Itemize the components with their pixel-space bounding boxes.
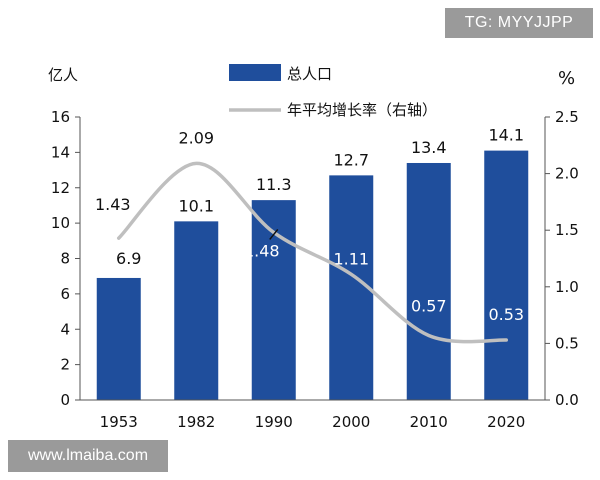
line-value-label: 0.53 <box>488 305 524 324</box>
line-value-label: 1.11 <box>333 249 369 268</box>
x-tick-label: 1982 <box>177 413 215 431</box>
legend-swatch-population <box>229 64 281 81</box>
y-right-tick-label: 2.0 <box>555 165 579 183</box>
y-right-tick-label: 2.5 <box>555 108 579 126</box>
x-tick-label: 2020 <box>487 413 525 431</box>
bar-value-label: 13.4 <box>411 138 447 157</box>
y-left-tick-label: 4 <box>60 320 70 338</box>
y-right-tick-label: 0.0 <box>555 391 579 409</box>
y-right-tick-label: 0.5 <box>555 334 579 352</box>
line-label-leader <box>269 228 279 240</box>
y-left-tick-label: 8 <box>60 250 70 268</box>
growth-rate-line <box>117 161 508 344</box>
watermark-top: TG: MYYJJPP <box>445 8 593 38</box>
bar-1982 <box>174 221 219 400</box>
line-value-label: 1.48 <box>244 241 280 260</box>
y-right-unit: % <box>558 68 575 89</box>
watermark-bottom: www.lmaiba.com <box>8 440 168 472</box>
x-tick-label: 1953 <box>100 413 138 431</box>
legend-label-population: 总人口 <box>287 65 332 83</box>
bar-value-label: 12.7 <box>333 150 369 169</box>
bar-1990 <box>251 200 296 400</box>
bar-2010 <box>406 162 451 400</box>
y-right-tick-label: 1.0 <box>555 278 579 296</box>
bar-value-label: 6.9 <box>116 249 141 268</box>
y-left-tick-label: 0 <box>60 391 70 409</box>
bar-value-label: 11.3 <box>256 175 292 194</box>
bar-value-label: 14.1 <box>488 126 524 145</box>
y-left-tick-label: 2 <box>60 356 70 374</box>
bar-value-label: 10.1 <box>178 196 214 215</box>
bar-1953 <box>96 277 141 400</box>
y-left-tick-label: 12 <box>51 179 70 197</box>
line-value-label: 2.09 <box>178 128 214 147</box>
y-left-tick-label: 14 <box>51 143 70 161</box>
y-left-tick-label: 6 <box>60 285 70 303</box>
bar-2020 <box>484 150 529 400</box>
x-tick-label: 1990 <box>255 413 293 431</box>
y-left-tick-label: 10 <box>51 214 70 232</box>
x-tick-label: 2000 <box>332 413 370 431</box>
legend-label-growth: 年平均增长率（右轴） <box>287 101 437 119</box>
x-tick-label: 2010 <box>410 413 448 431</box>
line-value-label: 1.43 <box>95 195 131 214</box>
y-left-tick-label: 16 <box>51 108 70 126</box>
line-value-label: 0.57 <box>411 296 447 315</box>
y-right-tick-label: 1.5 <box>555 221 579 239</box>
y-left-unit: 亿人 <box>48 66 78 84</box>
